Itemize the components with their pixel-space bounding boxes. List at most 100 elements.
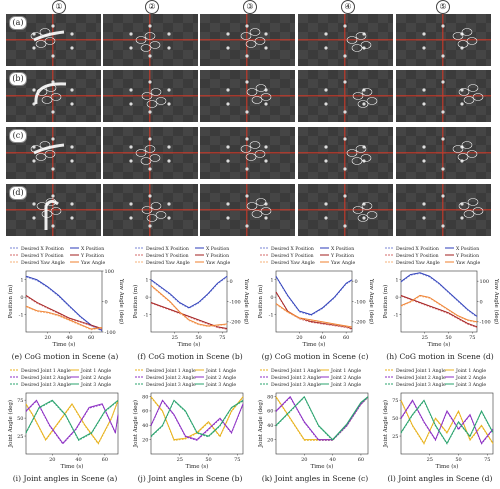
legend-label: Desired X Position [271, 246, 314, 252]
y2-tick-label: 100 [480, 279, 490, 285]
scene-snapshot [298, 127, 393, 179]
x-tick-label: 20 [296, 335, 302, 341]
scene-row-label: (d) [9, 186, 27, 200]
y2-tick-label: -100 [105, 330, 116, 336]
y-tick-label: -1 [269, 312, 274, 318]
series-line [275, 275, 353, 316]
legend-label: X Position [331, 246, 354, 252]
legend-label: Desired Joint 1 Angle [146, 368, 196, 374]
y2-axis-label: Yaw Angle (deg) [368, 278, 374, 324]
legend-label: Desired Joint 2 Angle [21, 375, 71, 381]
x-axis-label: Time (s) [178, 341, 201, 348]
plot-frame [25, 392, 119, 455]
y-tick-label: 60 [142, 409, 148, 415]
series-line [275, 395, 369, 441]
y-tick-label: 80 [142, 394, 148, 400]
series-line [275, 395, 369, 441]
legend-label: Desired Joint 3 Angle [271, 382, 321, 388]
series-desired-line [150, 400, 244, 438]
legend-label: Joint 2 Angle [205, 375, 236, 381]
y2-tick-label: 0 [480, 299, 483, 305]
y-tick-label: 20 [142, 437, 148, 443]
scene-snapshot [396, 70, 491, 122]
series-desired-line [25, 295, 103, 330]
x-axis-label: Time (s) [303, 341, 326, 348]
scene-snapshot [103, 184, 198, 236]
series-line [400, 272, 478, 317]
series-line [150, 284, 228, 327]
x-tick-label: 75 [484, 457, 490, 463]
scene-snapshot [396, 184, 491, 236]
series-line [150, 301, 228, 329]
cog-motion-chart: Desired X Position X Position Desired Y Po… [6, 244, 125, 362]
legend-label: Joint 2 Angle [330, 375, 361, 381]
y-axis-label: Joint Angle (deg) [257, 400, 264, 448]
legend-label: Y Position [330, 253, 354, 259]
legend-label: Desired X Position [21, 246, 64, 252]
scene-row-label: (a) [9, 16, 27, 30]
y-tick-label: 25 [17, 434, 23, 440]
column-header: ④ [341, 0, 355, 14]
scene-row: (b) [0, 70, 500, 122]
series-line [400, 294, 478, 328]
legend-label: X Position [206, 246, 229, 252]
chart-svg: Desired Joint 1 Angle Joint 1 Angle Desire… [7, 368, 119, 470]
chart-svg: Desired Joint 1 Angle Joint 1 Angle Desire… [132, 368, 244, 470]
series-desired-line [275, 397, 369, 441]
legend-label: Desired Yaw Angle [396, 260, 440, 266]
y-tick-label: 0 [145, 295, 148, 301]
legend-label: X Position [81, 246, 104, 252]
legend-label: Desired Yaw Angle [21, 260, 65, 266]
legend-label: Yaw Angle [455, 260, 480, 266]
series-line [25, 400, 119, 445]
legend-label: Desired Y Position [21, 253, 64, 259]
y-tick-label: 1 [395, 278, 398, 284]
scene-snapshot [103, 70, 198, 122]
x-tick-label: 40 [75, 457, 81, 463]
y2-axis-label: Yaw Angle (deg) [118, 278, 124, 324]
figure-caption: (f) CoG motion in Scene (b) [137, 352, 243, 361]
figure-caption: (g) CoG motion in Scene (c) [261, 352, 369, 361]
y2-tick-label: -200 [230, 320, 241, 326]
series-desired-line [150, 276, 228, 309]
chart-svg: Desired X Position X Position Desired Y Po… [257, 246, 375, 348]
legend-label: Joint 2 Angle [80, 375, 111, 381]
y-tick-label: 75 [17, 398, 23, 404]
legend-label: Joint 1 Angle [205, 368, 236, 374]
joint-angle-chart: Desired Joint 1 Angle Joint 1 Angle Desire… [256, 366, 374, 484]
series-desired-line [275, 276, 353, 316]
x-tick-label: 20 [301, 457, 307, 463]
series-line [150, 399, 244, 441]
chart-svg: Desired X Position X Position Desired Y Po… [132, 246, 250, 348]
x-tick-label: 50 [455, 457, 461, 463]
plot-frame [150, 270, 228, 333]
x-tick-label: 50 [445, 335, 451, 341]
legend-label: Desired X Position [146, 246, 189, 252]
x-tick-label: 50 [205, 457, 211, 463]
series-line [25, 399, 119, 444]
series-desired-line [400, 295, 478, 328]
y2-tick-label: 0 [230, 279, 233, 285]
series-line [275, 303, 353, 328]
legend-label: Desired Joint 2 Angle [271, 375, 321, 381]
legend-label: Joint 1 Angle [455, 368, 486, 374]
legend-label: Y Position [455, 253, 479, 259]
legend-label: Desired Joint 1 Angle [396, 368, 446, 374]
y-axis-label: Joint Angle (deg) [7, 400, 14, 448]
scene-snapshot [200, 184, 295, 236]
legend-label: Desired Joint 3 Angle [396, 382, 446, 388]
legend-label: Desired Joint 1 Angle [21, 368, 71, 374]
legend-label: Joint 3 Angle [205, 382, 236, 388]
y-tick-label: 0 [270, 295, 273, 301]
series-line [150, 399, 244, 437]
cog-motion-chart: Desired X Position X Position Desired Y Po… [256, 244, 375, 362]
series-line [150, 275, 228, 309]
legend-label: Y Position [80, 253, 104, 259]
figure-caption: (h) CoG motion in Scene (d) [386, 352, 494, 361]
y-tick-label: 1 [20, 278, 23, 284]
joint-angle-chart: Desired Joint 1 Angle Joint 1 Angle Desire… [381, 366, 499, 484]
x-tick-label: 60 [102, 457, 108, 463]
y2-axis-label: Yaw Angle (deg) [493, 278, 499, 324]
chart-svg: Desired Joint 1 Angle Joint 1 Angle Desire… [382, 368, 494, 470]
series-line [25, 295, 103, 329]
